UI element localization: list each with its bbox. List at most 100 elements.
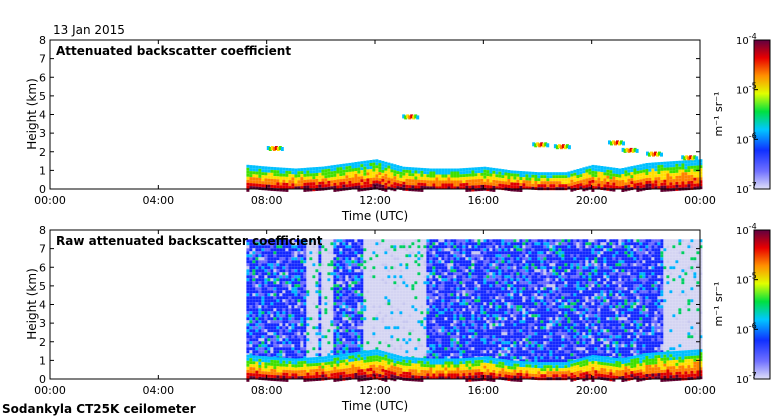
heatmap-cell [492,284,496,288]
heatmap-cell [249,332,253,336]
heatmap-cell [306,332,310,336]
heatmap-cell [300,186,304,190]
heatmap-cell [411,182,415,186]
heatmap-cell [456,353,460,357]
heatmap-cell [573,184,577,188]
heatmap-cell [291,335,295,339]
heatmap-cell [345,302,349,306]
heatmap-cell [483,347,487,351]
heatmap-cell [402,350,406,354]
heatmap-cell [336,170,340,174]
heatmap-cell [642,178,646,182]
cloud-cell [270,146,274,150]
heatmap-cell [519,299,523,303]
heatmap-cell [426,341,430,345]
heatmap-cell [291,356,295,360]
heatmap-cell [426,305,430,309]
heatmap-cell [321,320,325,324]
heatmap-cell [312,308,316,312]
heatmap-cell [651,171,655,175]
heatmap-cell [381,326,385,330]
heatmap-cell [255,177,259,181]
heatmap-cell [360,344,364,348]
heatmap-cell [423,347,427,351]
heatmap-cell [318,347,322,351]
heatmap-cell [522,287,526,291]
heatmap-cell [318,353,322,357]
heatmap-cell [342,251,346,255]
heatmap-cell [294,281,298,285]
heatmap-cell [432,177,436,181]
heatmap-cell [294,290,298,294]
heatmap-cell [357,278,361,282]
heatmap-cell [387,329,391,333]
heatmap-cell [465,335,469,339]
heatmap-cell [696,183,700,187]
heatmap-cell [378,169,382,173]
heatmap-cell [381,308,385,312]
heatmap-cell [390,329,394,333]
heatmap-cell [429,174,433,178]
heatmap-cell [315,239,319,243]
heatmap-cell [633,180,637,184]
heatmap-cell [462,296,466,300]
heatmap-cell [498,356,502,360]
heatmap-cell [474,239,478,243]
heatmap-cell [453,272,457,276]
heatmap-cell [489,293,493,297]
heatmap-cell [516,185,520,189]
heatmap-cell [420,347,424,351]
heatmap-cell [267,166,271,170]
heatmap-cell [387,287,391,291]
heatmap-cell [504,242,508,246]
heatmap-cell [408,248,412,252]
heatmap-cell [354,254,358,258]
heatmap-cell [279,353,283,357]
heatmap-cell [405,263,409,267]
heatmap-cell [645,175,649,178]
heatmap-cell [651,183,655,187]
heatmap-cell [255,344,259,348]
heatmap-cell [351,251,355,255]
heatmap-cell [672,164,676,168]
heatmap-cell [327,266,331,270]
heatmap-cell [504,353,508,357]
heatmap-cell [339,179,343,183]
heatmap-cell [276,296,280,300]
heatmap-cell [378,347,382,351]
heatmap-cell [375,305,379,309]
heatmap-cell [318,305,322,309]
heatmap-cell [327,239,331,243]
heatmap-cell [270,323,274,327]
heatmap-cell [384,182,388,186]
heatmap-cell [309,311,313,315]
heatmap-cell [351,296,355,300]
heatmap-cell [399,305,403,309]
heatmap-cell [351,344,355,348]
heatmap-cell [522,278,526,282]
heatmap-cell [366,320,370,324]
heatmap-cell [261,275,265,279]
heatmap-cell [372,242,376,246]
heatmap-cell [339,248,343,252]
heatmap-cell [258,350,262,354]
heatmap-cell [249,293,253,297]
heatmap-cell [348,338,352,342]
heatmap-cell [327,284,331,288]
heatmap-cell [411,251,415,255]
heatmap-cell [393,248,397,252]
heatmap-cell [345,181,349,185]
heatmap-cell [318,272,322,276]
heatmap-cell [486,323,490,327]
heatmap-cell [393,290,397,294]
heatmap-cell [504,269,508,273]
heatmap-cell [390,290,394,294]
heatmap-cell [456,338,460,342]
heatmap-cell [348,314,352,318]
heatmap-cell [270,169,274,173]
heatmap-cell [330,245,334,249]
heatmap-cell [699,174,703,178]
heatmap-cell [348,320,352,324]
heatmap-cell [261,248,265,252]
heatmap-cell [372,305,376,309]
